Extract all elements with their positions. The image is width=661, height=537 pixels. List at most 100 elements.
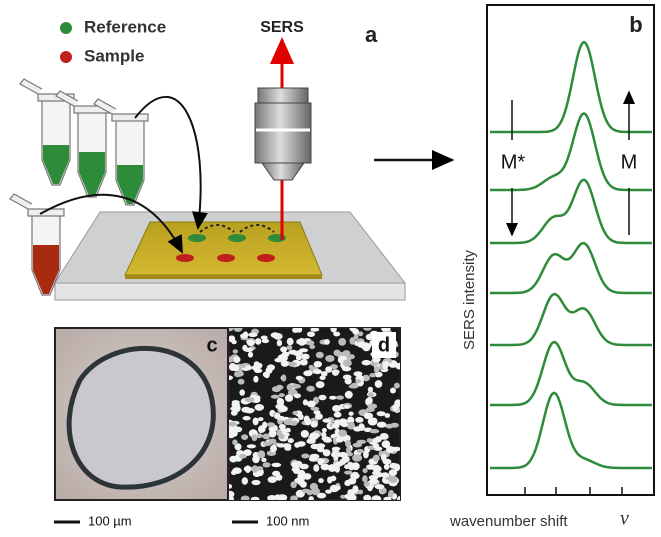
particle bbox=[321, 436, 331, 441]
particle bbox=[240, 333, 247, 339]
particle bbox=[229, 328, 234, 332]
particle bbox=[357, 331, 364, 337]
particle bbox=[381, 440, 391, 448]
particle bbox=[232, 349, 238, 354]
particle bbox=[262, 371, 270, 378]
particle bbox=[243, 465, 253, 472]
particle bbox=[267, 476, 277, 483]
particle bbox=[297, 469, 306, 478]
particle bbox=[284, 394, 294, 402]
particle bbox=[290, 481, 297, 489]
particle bbox=[299, 359, 308, 366]
particle bbox=[373, 366, 380, 374]
particle bbox=[298, 348, 309, 353]
panel-label: c bbox=[206, 334, 217, 356]
particle bbox=[374, 464, 380, 471]
particle bbox=[385, 446, 395, 454]
particle bbox=[380, 453, 387, 462]
particle bbox=[344, 464, 350, 470]
legend-sample: Sample bbox=[84, 46, 144, 65]
particle bbox=[266, 364, 275, 371]
particle bbox=[239, 389, 245, 396]
particle bbox=[332, 370, 339, 376]
particle bbox=[302, 399, 308, 406]
particle bbox=[233, 328, 243, 332]
particle bbox=[366, 438, 373, 443]
particle bbox=[262, 433, 271, 440]
particle bbox=[319, 458, 325, 464]
particle bbox=[229, 484, 233, 489]
sers-label: SERS bbox=[260, 19, 304, 36]
particle bbox=[261, 338, 270, 344]
particle bbox=[262, 441, 273, 447]
particle bbox=[251, 465, 259, 473]
particle bbox=[335, 485, 341, 491]
particle bbox=[286, 384, 293, 391]
particle bbox=[342, 359, 352, 367]
particle bbox=[321, 371, 328, 377]
particle bbox=[370, 479, 377, 485]
particle bbox=[332, 405, 342, 412]
particle bbox=[293, 350, 303, 357]
particle bbox=[362, 475, 368, 483]
particle bbox=[281, 355, 288, 361]
particle bbox=[321, 431, 327, 438]
particle bbox=[291, 383, 301, 389]
particle bbox=[275, 474, 283, 481]
particle bbox=[351, 471, 359, 478]
particle bbox=[301, 453, 310, 459]
reference-tubes bbox=[19, 78, 149, 206]
particle bbox=[355, 417, 364, 423]
particle bbox=[388, 475, 398, 483]
particle bbox=[257, 417, 264, 422]
particle bbox=[330, 476, 337, 481]
spectrum bbox=[490, 40, 652, 134]
particle bbox=[243, 347, 254, 352]
particle bbox=[297, 338, 306, 346]
particle bbox=[266, 422, 276, 427]
particle bbox=[338, 355, 347, 361]
particle bbox=[244, 397, 255, 403]
particle bbox=[322, 418, 332, 423]
glass-edge bbox=[54, 282, 406, 301]
particle bbox=[392, 446, 400, 452]
particle bbox=[332, 422, 340, 429]
particle bbox=[276, 339, 283, 347]
m-star-label: M* bbox=[501, 151, 526, 173]
particle bbox=[251, 434, 258, 442]
particle bbox=[333, 411, 342, 418]
particle bbox=[237, 370, 244, 377]
particle bbox=[383, 463, 390, 470]
particle bbox=[350, 494, 357, 500]
particle bbox=[330, 328, 337, 333]
panel-label: a bbox=[365, 22, 378, 47]
particle bbox=[283, 419, 293, 426]
particle bbox=[316, 492, 327, 499]
particle bbox=[323, 339, 330, 345]
particle bbox=[362, 468, 368, 474]
particle bbox=[341, 455, 350, 463]
particle bbox=[252, 455, 260, 464]
particle bbox=[261, 457, 267, 463]
particle bbox=[295, 375, 303, 381]
particle bbox=[365, 398, 371, 406]
particle bbox=[278, 424, 286, 430]
particle bbox=[279, 433, 285, 440]
particle bbox=[369, 429, 380, 434]
particle bbox=[281, 374, 287, 382]
particle bbox=[268, 429, 277, 438]
particle bbox=[397, 496, 400, 500]
particle bbox=[271, 462, 282, 468]
particle bbox=[291, 466, 300, 473]
particle bbox=[356, 439, 367, 444]
particle bbox=[319, 375, 326, 381]
particle bbox=[374, 380, 383, 388]
particle bbox=[395, 362, 400, 370]
particle bbox=[253, 375, 259, 383]
particle bbox=[303, 415, 310, 423]
spectrum bbox=[490, 292, 652, 347]
particle bbox=[394, 463, 400, 472]
particle bbox=[270, 444, 277, 453]
particle bbox=[315, 414, 322, 419]
particle bbox=[348, 354, 355, 360]
